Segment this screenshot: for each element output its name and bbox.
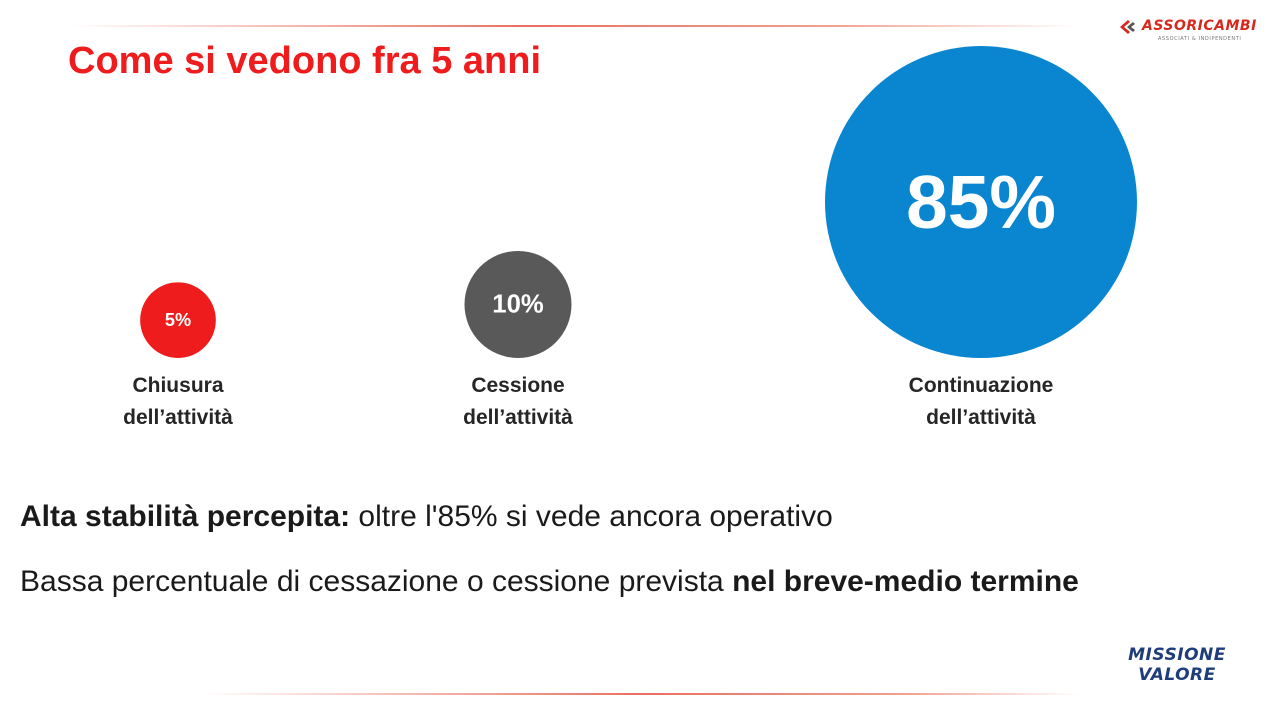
category-label-line-2: dell’attività: [926, 406, 1036, 429]
bubble-cessione-dell-attivita: [464, 250, 572, 358]
category-label-cessione-dell-attivita: Cessione dell’attività: [398, 370, 638, 434]
category-label-line-1: Cessione: [471, 374, 565, 397]
summary-line-1: Alta stabilità percepita: oltre l'85% si…: [20, 500, 833, 534]
brand-name: ASSORICAMBI: [1142, 18, 1257, 34]
summary-line-2: Bassa percentuale di cessazione o cessio…: [20, 565, 1079, 599]
summary-line-2-rest: Bassa percentuale di cessazione o cessio…: [20, 565, 733, 598]
brand-tagline: ASSOCIATI & INDIPENDENTI: [1158, 36, 1242, 42]
missione-valore-logo: MISSIONE VALORE: [1112, 645, 1242, 685]
category-label-line-1: Chiusura: [132, 374, 224, 397]
footer-logo-line-2: VALORE: [1138, 665, 1216, 685]
data-label-continuazione-dell-attivita: 85%: [906, 160, 1056, 244]
category-label-line-2: dell’attività: [463, 406, 573, 429]
summary-line-1-bold: Alta stabilità percepita:: [20, 500, 351, 533]
assoricambi-logo: ASSORICAMBI ASSOCIATI & INDIPENDENTI: [1112, 14, 1262, 44]
bubble-continuazione-dell-attivita: [825, 46, 1137, 358]
summary-line-1-rest: oltre l'85% si vede ancora operativo: [350, 500, 833, 533]
bubble-chart: 5% 10% 85%: [140, 46, 1137, 358]
category-label-chiusura-dell-attivita: Chiusura dell’attività: [58, 370, 298, 434]
assoricambi-mark-icon: [1120, 20, 1135, 34]
category-label-line-2: dell’attività: [123, 406, 233, 429]
category-label-continuazione-dell-attivita: Continuazione dell’attività: [861, 370, 1101, 434]
top-divider: [70, 25, 1080, 27]
data-label-chiusura-dell-attivita: 5%: [165, 310, 191, 330]
footer-logo-line-1: MISSIONE: [1128, 645, 1226, 665]
category-label-line-1: Continuazione: [908, 374, 1054, 397]
data-label-cessione-dell-attivita: 10%: [492, 290, 544, 318]
summary-line-2-bold: nel breve-medio termine: [732, 565, 1079, 598]
bottom-divider: [200, 693, 1080, 695]
bubble-chiusura-dell-attivita: [140, 282, 216, 358]
page-title: Come si vedono fra 5 anni: [68, 40, 541, 82]
